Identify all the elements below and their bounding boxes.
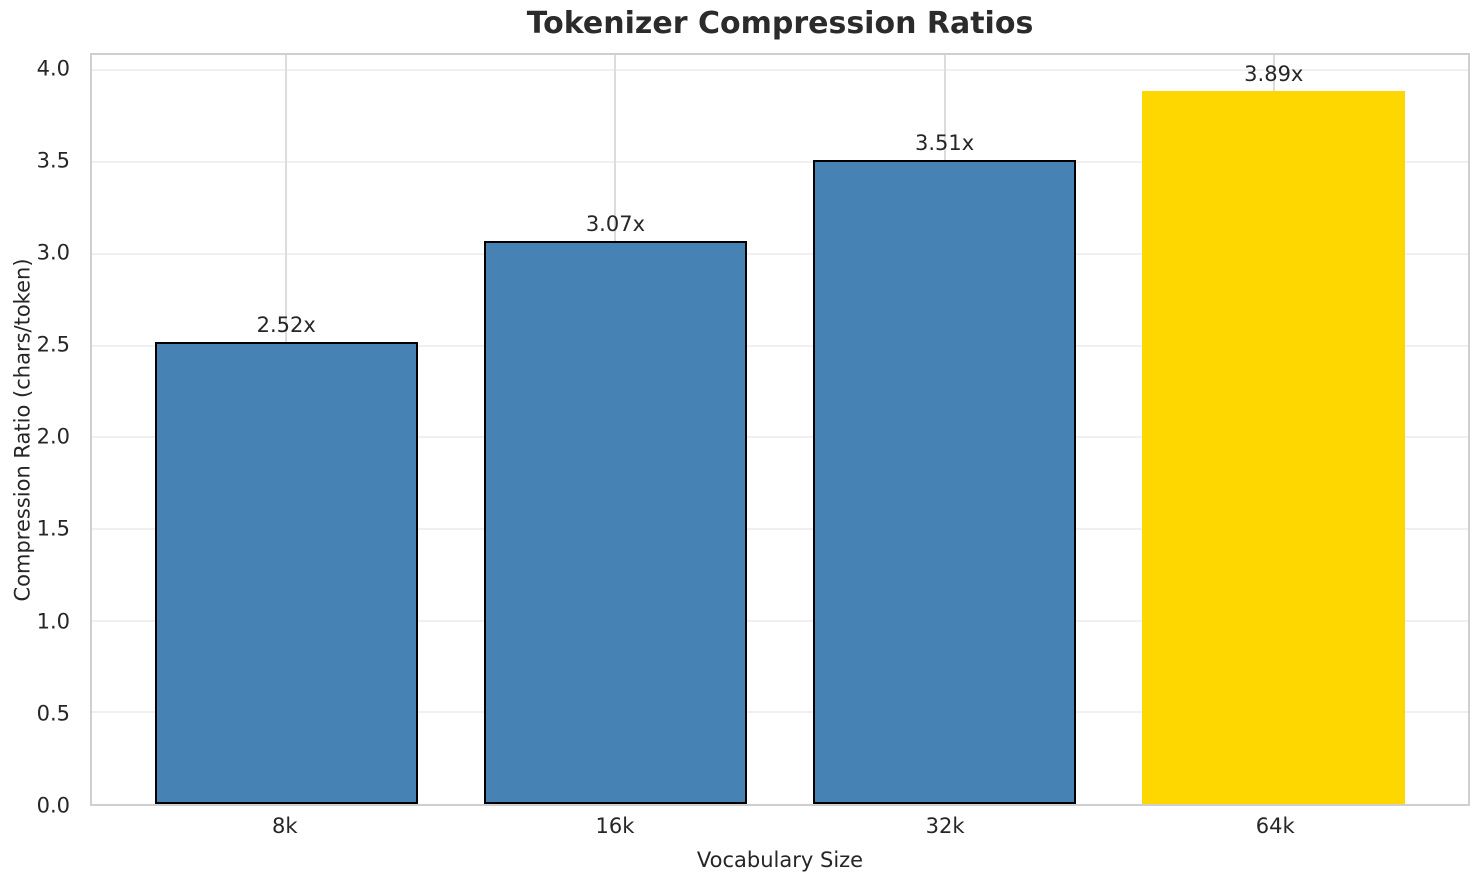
bar-value-label: 3.89x — [1244, 61, 1304, 86]
bar-value-label: 3.07x — [585, 211, 645, 236]
x-tick-label-16k: 16k — [595, 814, 635, 838]
gridline-horizontal — [92, 436, 1468, 439]
x-axis-label: Vocabulary Size — [696, 848, 864, 872]
gridline-horizontal — [92, 619, 1468, 622]
bar-16k — [483, 240, 748, 804]
y-tick-label: 4.0 — [36, 56, 70, 80]
gridline-horizontal — [92, 69, 1468, 72]
y-tick-label: 0.0 — [36, 793, 70, 818]
y-tick-label: 2.5 — [36, 332, 70, 357]
y-tick-label: 0.5 — [36, 701, 70, 726]
y-tick-label: 3.0 — [36, 240, 70, 265]
y-tick-label: 1.0 — [36, 609, 70, 634]
bar-64k — [1142, 90, 1406, 804]
bar-32k — [812, 160, 1077, 804]
x-tick-label-32k: 32k — [925, 814, 965, 838]
plot-area: 2.52x 3.07x 3.51x 3.89x — [90, 53, 1470, 806]
gridline-horizontal — [92, 527, 1468, 530]
y-tick-label: 2.0 — [36, 424, 70, 449]
x-tick-label-64k: 64k — [1255, 814, 1295, 838]
chart-title: Tokenizer Compression Ratios — [526, 6, 1034, 41]
y-axis: 0.0 0.5 1.0 1.5 2.0 2.5 3.0 3.5 4.0 — [0, 53, 80, 817]
y-tick-label: 1.5 — [36, 516, 70, 541]
gridline-horizontal — [92, 161, 1468, 164]
bar-value-label: 3.51x — [914, 131, 975, 156]
gridline-horizontal — [92, 344, 1468, 347]
x-axis: 8k 16k 32k 64k — [90, 806, 1470, 846]
x-tick-label-8k: 8k — [272, 814, 298, 838]
gridline-horizontal — [92, 252, 1468, 255]
bar-value-label: 2.52x — [256, 312, 316, 337]
gridline-horizontal — [92, 711, 1468, 714]
bar-8k — [154, 341, 418, 804]
y-tick-label: 3.5 — [36, 148, 70, 173]
